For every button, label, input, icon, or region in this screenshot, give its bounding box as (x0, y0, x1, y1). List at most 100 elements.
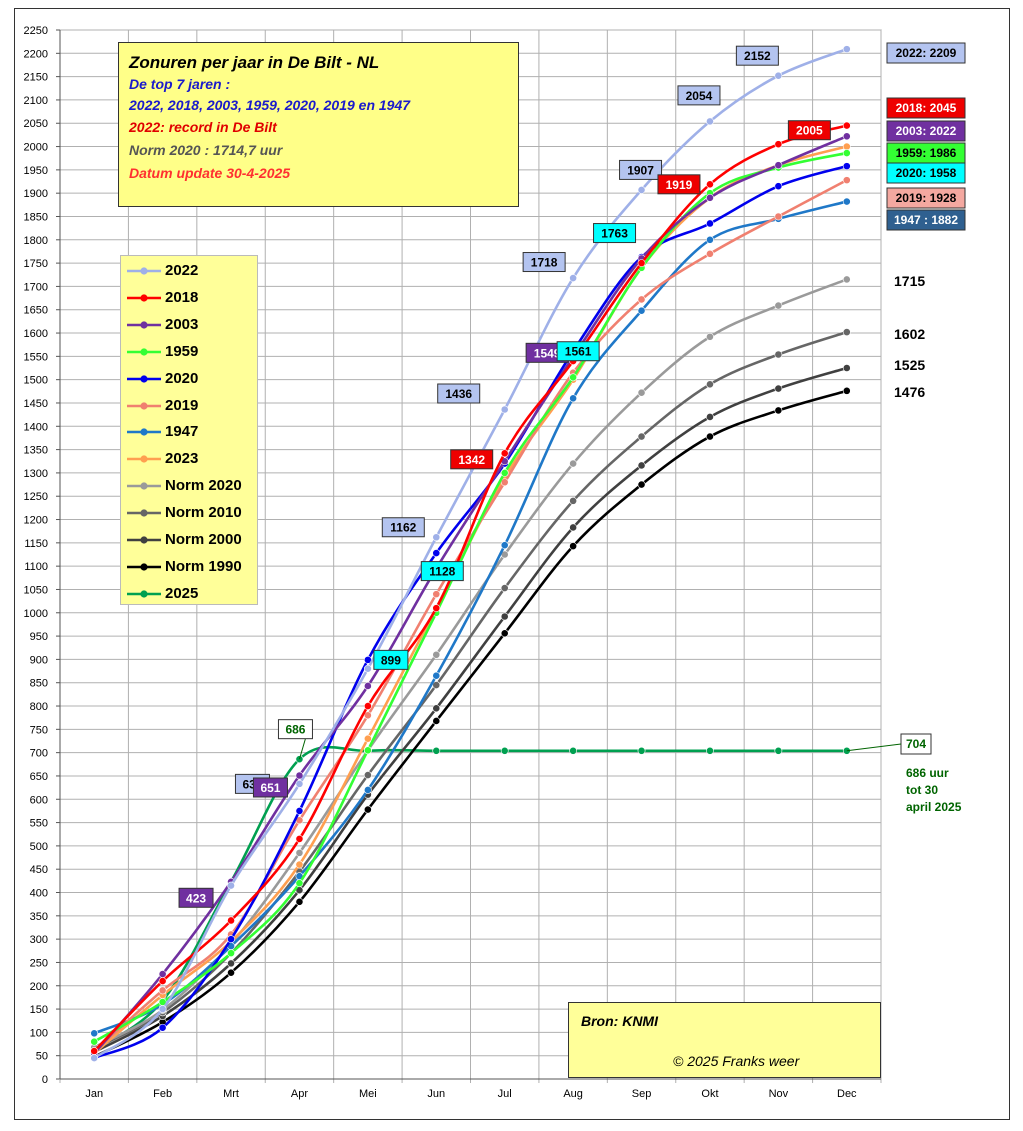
data-point-2018 (158, 977, 167, 985)
legend-label: 1959 (165, 342, 199, 360)
legend-swatch (127, 321, 161, 329)
data-point-2023 (363, 734, 372, 743)
data-point-2025 (295, 755, 304, 764)
legend-item: 2003 (125, 314, 255, 336)
end-label: 1947 : 1882 (894, 213, 958, 227)
data-point-norm-2020 (842, 275, 851, 284)
legend-swatch (127, 455, 161, 463)
data-point-2022 (500, 405, 509, 414)
annotation-label: 1162 (390, 521, 416, 535)
y-tick-label: 550 (30, 818, 48, 830)
annotation-box (252, 777, 288, 798)
y-tick-label: 1450 (24, 398, 48, 410)
data-point-1959 (842, 149, 851, 157)
data-point-1947 (706, 235, 714, 244)
annotation-box (787, 120, 831, 141)
y-tick-label: 600 (30, 794, 48, 806)
data-point-2025 (569, 746, 578, 755)
data-point-norm-2020 (706, 332, 714, 341)
data-point-1959 (227, 949, 235, 958)
end-label: 1602 (894, 326, 925, 342)
legend-label: 2020 (165, 369, 199, 387)
end-label: 1959: 1986 (896, 146, 957, 160)
y-tick-label: 1900 (24, 188, 48, 200)
copyright-label: © 2025 Franks weer (673, 1053, 800, 1069)
data-point-2019 (842, 176, 851, 185)
y-tick-label: 1550 (24, 351, 48, 363)
data-point-2022 (637, 186, 646, 194)
data-point-norm-1990 (295, 897, 304, 906)
y-tick-label: 900 (30, 654, 48, 666)
legend-label: 2018 (165, 288, 199, 306)
annotation-box (522, 252, 566, 273)
data-point-1947 (500, 541, 509, 550)
y-tick-label: 1500 (24, 375, 48, 387)
y-tick-label: 1600 (24, 328, 48, 340)
y-tick-label: 2250 (24, 25, 48, 37)
x-tick-label: Dec (837, 1088, 857, 1100)
y-tick-label: 1850 (24, 211, 48, 223)
y-tick-label: 950 (30, 631, 48, 643)
legend-item: 2019 (125, 395, 255, 417)
legend-swatch (127, 482, 161, 490)
data-point-2019 (637, 295, 646, 304)
data-point-2019 (158, 986, 167, 995)
y-tick-label: 450 (30, 864, 48, 876)
annotation-box (437, 383, 481, 404)
x-tick-label: Jul (498, 1088, 512, 1100)
data-point-2003 (842, 132, 851, 141)
annotation-label: 686 (285, 723, 305, 737)
annotation-label: 1718 (531, 256, 558, 270)
data-point-1959 (90, 1037, 99, 1046)
x-tick-label: Sep (632, 1088, 652, 1100)
legend-item: Norm 2000 (125, 529, 255, 551)
data-point-norm-1990 (363, 805, 372, 814)
data-point-norm-2010 (774, 350, 783, 359)
data-point-2018 (363, 702, 372, 710)
data-point-2023 (842, 142, 851, 151)
y-tick-label: 1700 (24, 281, 48, 293)
end-label: 1715 (894, 273, 925, 289)
annotation-label: 1436 (445, 387, 472, 401)
legend-item: Norm 2010 (125, 502, 255, 524)
y-tick-label: 850 (30, 678, 48, 690)
legend-swatch (127, 536, 161, 544)
data-point-2020 (774, 182, 783, 191)
note-2025-line: april 2025 (906, 800, 962, 814)
data-point-1947 (637, 306, 646, 315)
data-point-1947 (90, 1029, 99, 1038)
data-point-norm-2010 (706, 380, 714, 389)
data-point-2025 (500, 746, 509, 755)
data-point-norm-2000 (706, 413, 714, 421)
end-label: 2019: 1928 (896, 191, 957, 205)
data-point-2019 (432, 590, 441, 599)
data-point-2022 (158, 1005, 167, 1013)
legend-item: Norm 1990 (125, 556, 255, 578)
norm-note: Norm 2020 : 1714,7 uur (129, 142, 283, 158)
data-point-norm-1990 (432, 717, 441, 725)
legend-swatch (127, 428, 161, 436)
data-point-norm-2000 (569, 523, 578, 532)
annotation-label: 1763 (601, 227, 628, 241)
data-point-2018 (500, 449, 509, 458)
legend-item: 2018 (125, 287, 255, 309)
data-point-2020 (158, 1023, 167, 1032)
end-label: 704 (906, 737, 926, 751)
y-tick-label: 200 (30, 981, 48, 993)
legend-label: Norm 1990 (165, 557, 242, 575)
data-point-2022 (295, 779, 304, 788)
legend-label: 2019 (165, 396, 199, 414)
data-point-norm-2000 (774, 384, 783, 393)
y-tick-label: 750 (30, 724, 48, 736)
y-tick-label: 2050 (24, 118, 48, 130)
data-point-norm-2010 (363, 771, 372, 779)
end-label-box (886, 120, 966, 142)
legend-swatch (127, 374, 161, 383)
data-point-1947 (569, 394, 578, 403)
note-2025-line: tot 30 (906, 783, 938, 797)
annotation-leader (298, 738, 306, 760)
top-years-list: 2022, 2018, 2003, 1959, 2020, 2019 en 19… (129, 97, 411, 113)
data-point-norm-2010 (637, 432, 646, 441)
data-point-2022 (227, 881, 235, 890)
source-box: Bron: KNMI © 2025 Franks weer (568, 1002, 881, 1078)
